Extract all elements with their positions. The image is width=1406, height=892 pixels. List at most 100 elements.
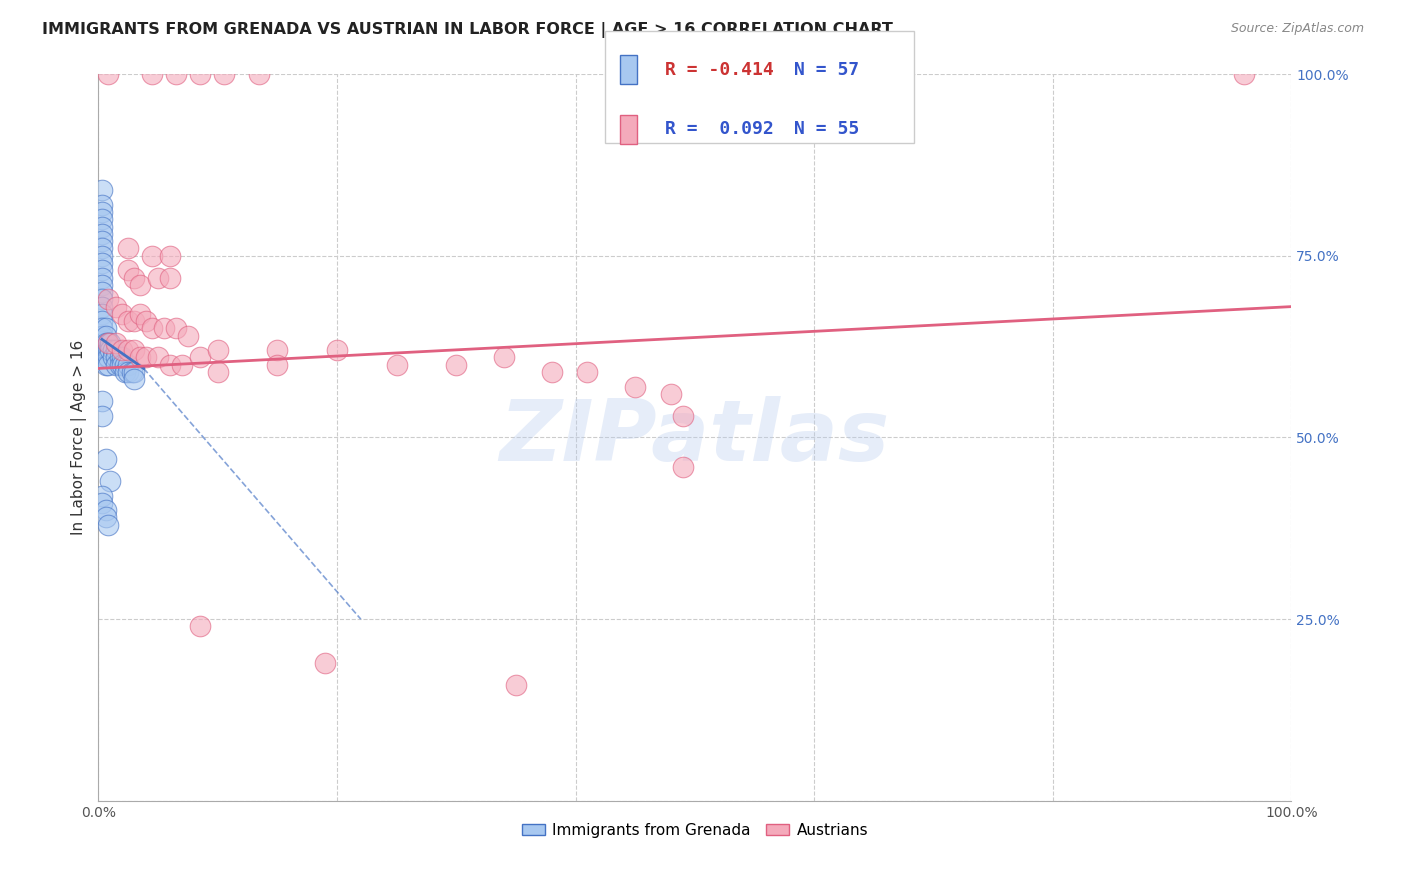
Point [108, 358, 131, 372]
Point [90, 198, 112, 212]
Point [1233, 67, 1256, 81]
Point [159, 358, 181, 372]
Point [90, 307, 112, 321]
Point [207, 365, 229, 379]
Point [540, 365, 562, 379]
Point [97, 351, 120, 365]
Point [94, 452, 117, 467]
Point [141, 249, 163, 263]
Point [122, 365, 145, 379]
Point [97, 335, 120, 350]
Point [117, 263, 139, 277]
Point [117, 314, 139, 328]
Point [146, 270, 169, 285]
Point [672, 459, 695, 474]
Point [90, 285, 112, 299]
Point [122, 372, 145, 386]
Point [94, 503, 117, 517]
Point [444, 358, 467, 372]
Text: ZIPatlas: ZIPatlas [499, 396, 890, 479]
Point [165, 67, 187, 81]
Point [117, 242, 139, 256]
Point [177, 328, 200, 343]
Point [90, 496, 112, 510]
Point [266, 358, 288, 372]
Point [111, 343, 134, 358]
Point [170, 358, 193, 372]
Point [129, 351, 152, 365]
Point [659, 387, 682, 401]
Point [188, 351, 211, 365]
Point [105, 300, 128, 314]
Point [94, 328, 117, 343]
Text: N = 57: N = 57 [794, 61, 859, 78]
Point [108, 351, 131, 365]
Point [122, 343, 145, 358]
Y-axis label: In Labor Force | Age > 16: In Labor Force | Age > 16 [72, 340, 87, 535]
Point [90, 234, 112, 248]
Point [90, 219, 112, 234]
Point [314, 656, 336, 670]
Point [117, 358, 139, 372]
Point [188, 67, 211, 81]
Point [97, 335, 120, 350]
Text: R = -0.414: R = -0.414 [665, 61, 773, 78]
Point [576, 365, 599, 379]
Point [105, 358, 128, 372]
Point [90, 293, 112, 307]
Point [153, 321, 176, 335]
Point [90, 314, 112, 328]
Point [94, 343, 117, 358]
Point [188, 619, 211, 633]
Point [98, 474, 121, 488]
Text: Source: ZipAtlas.com: Source: ZipAtlas.com [1230, 22, 1364, 36]
Point [90, 394, 112, 409]
Point [94, 351, 117, 365]
Point [97, 517, 120, 532]
Point [122, 270, 145, 285]
Point [90, 328, 112, 343]
Point [97, 358, 120, 372]
Point [90, 489, 112, 503]
Point [672, 409, 695, 423]
Point [97, 67, 120, 81]
Point [111, 307, 134, 321]
Legend: Immigrants from Grenada, Austrians: Immigrants from Grenada, Austrians [516, 817, 875, 844]
Point [90, 409, 112, 423]
Point [90, 256, 112, 270]
Point [141, 321, 163, 335]
Point [101, 343, 124, 358]
Point [129, 277, 152, 292]
Point [111, 358, 134, 372]
Point [146, 351, 169, 365]
Point [90, 300, 112, 314]
Point [97, 343, 120, 358]
Point [135, 314, 157, 328]
Point [90, 212, 112, 227]
Point [141, 67, 163, 81]
Point [90, 277, 112, 292]
Point [122, 314, 145, 328]
Point [129, 307, 152, 321]
Point [135, 351, 157, 365]
Text: IMMIGRANTS FROM GRENADA VS AUSTRIAN IN LABOR FORCE | AGE > 16 CORRELATION CHART: IMMIGRANTS FROM GRENADA VS AUSTRIAN IN L… [42, 22, 893, 38]
Point [247, 67, 270, 81]
Point [90, 263, 112, 277]
Point [114, 358, 136, 372]
Point [385, 358, 408, 372]
Text: N = 55: N = 55 [794, 120, 859, 138]
Point [98, 335, 121, 350]
Point [90, 249, 112, 263]
Point [94, 358, 117, 372]
Point [90, 270, 112, 285]
Point [207, 343, 229, 358]
Point [90, 321, 112, 335]
Point [266, 343, 288, 358]
Point [105, 343, 128, 358]
Point [105, 351, 128, 365]
Point [94, 335, 117, 350]
Point [101, 351, 124, 365]
Point [90, 242, 112, 256]
Point [94, 510, 117, 524]
Text: R =  0.092: R = 0.092 [665, 120, 773, 138]
